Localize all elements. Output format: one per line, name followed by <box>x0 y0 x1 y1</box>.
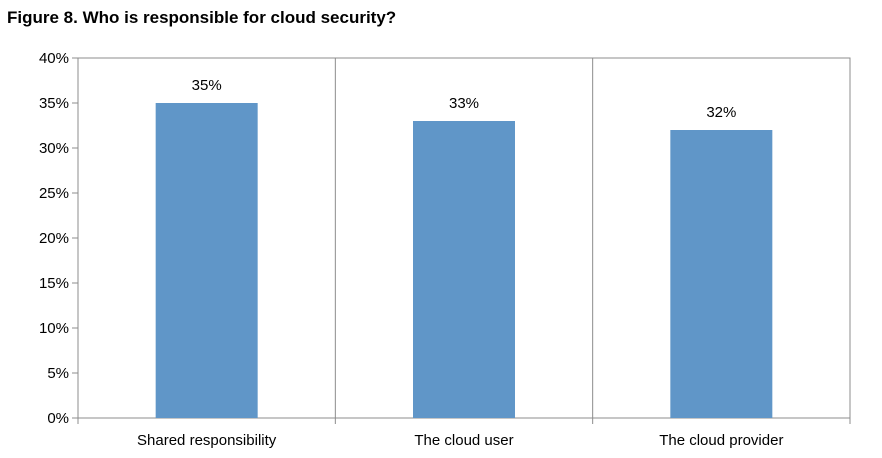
y-tick-label: 0% <box>47 410 69 427</box>
x-tick-label: Shared responsibility <box>137 432 277 449</box>
bar <box>670 130 773 418</box>
y-axis: 0% 5% 10% 15% 20% 25% 30% 35% 40% <box>39 50 78 427</box>
y-tick-label: 30% <box>39 140 69 157</box>
y-tick-label: 5% <box>47 365 69 382</box>
bar <box>413 121 515 418</box>
y-tick-label: 15% <box>39 275 69 292</box>
y-tick-label: 10% <box>39 320 69 337</box>
data-label: 35% <box>192 77 222 94</box>
x-tick-label: The cloud user <box>414 432 513 449</box>
data-label: 33% <box>449 95 479 112</box>
y-tick-label: 40% <box>39 50 69 67</box>
bar <box>155 103 258 418</box>
data-labels: 35% 33% 32% <box>192 77 737 121</box>
y-tick-label: 20% <box>39 230 69 247</box>
bars <box>155 103 773 418</box>
y-tick-label: 25% <box>39 185 69 202</box>
chart-title: Figure 8. Who is responsible for cloud s… <box>7 8 397 27</box>
y-tick-label: 35% <box>39 95 69 112</box>
data-label: 32% <box>706 104 736 121</box>
x-tick-label: The cloud provider <box>659 432 783 449</box>
x-axis: Shared responsibility The cloud user The c… <box>77 58 851 449</box>
